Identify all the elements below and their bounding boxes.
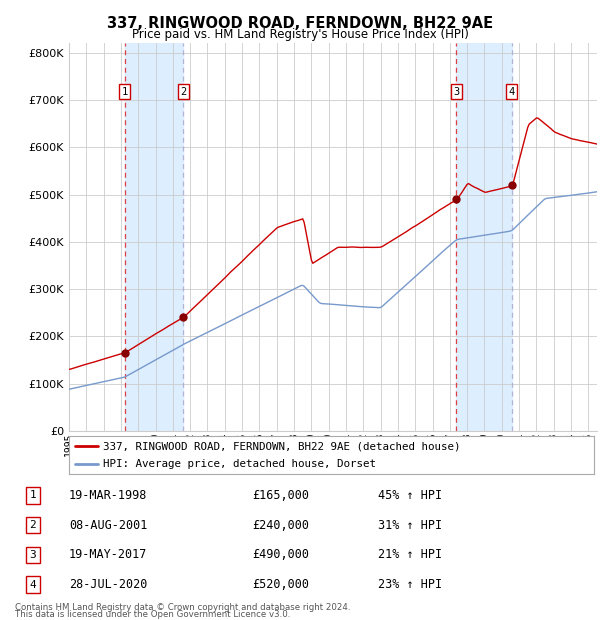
Text: 1: 1: [121, 87, 128, 97]
Text: 4: 4: [29, 580, 37, 590]
Text: 337, RINGWOOD ROAD, FERNDOWN, BH22 9AE: 337, RINGWOOD ROAD, FERNDOWN, BH22 9AE: [107, 16, 493, 30]
Text: 1: 1: [29, 490, 37, 500]
Text: 3: 3: [29, 550, 37, 560]
Text: This data is licensed under the Open Government Licence v3.0.: This data is licensed under the Open Gov…: [15, 609, 290, 619]
Text: 45% ↑ HPI: 45% ↑ HPI: [378, 489, 442, 502]
Bar: [125, 43, 183, 431]
Text: 08-AUG-2001: 08-AUG-2001: [69, 519, 148, 531]
Text: 31% ↑ HPI: 31% ↑ HPI: [378, 519, 442, 531]
Text: Contains HM Land Registry data © Crown copyright and database right 2024.: Contains HM Land Registry data © Crown c…: [15, 603, 350, 612]
Text: 4: 4: [509, 87, 515, 97]
Text: £520,000: £520,000: [252, 578, 309, 591]
Text: 19-MAY-2017: 19-MAY-2017: [69, 549, 148, 561]
Text: £165,000: £165,000: [252, 489, 309, 502]
Text: £490,000: £490,000: [252, 549, 309, 561]
Text: 19-MAR-1998: 19-MAR-1998: [69, 489, 148, 502]
Text: 3: 3: [454, 87, 460, 97]
Text: 2: 2: [29, 520, 37, 530]
Text: HPI: Average price, detached house, Dorset: HPI: Average price, detached house, Dors…: [103, 459, 376, 469]
Text: 28-JUL-2020: 28-JUL-2020: [69, 578, 148, 591]
Bar: [457, 43, 512, 431]
Text: Price paid vs. HM Land Registry's House Price Index (HPI): Price paid vs. HM Land Registry's House …: [131, 28, 469, 41]
Text: 21% ↑ HPI: 21% ↑ HPI: [378, 549, 442, 561]
Text: 23% ↑ HPI: 23% ↑ HPI: [378, 578, 442, 591]
Text: £240,000: £240,000: [252, 519, 309, 531]
Text: 337, RINGWOOD ROAD, FERNDOWN, BH22 9AE (detached house): 337, RINGWOOD ROAD, FERNDOWN, BH22 9AE (…: [103, 441, 461, 451]
Text: 2: 2: [180, 87, 187, 97]
